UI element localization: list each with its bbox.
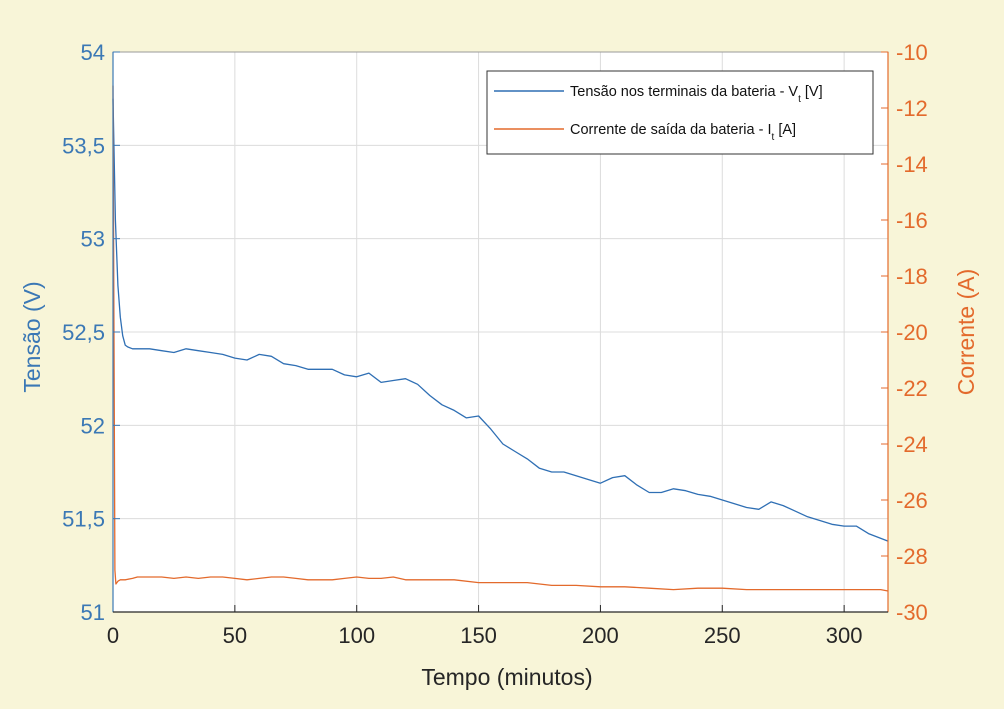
left-y-tick-label: 52,5 bbox=[62, 320, 105, 345]
left-y-tick-label: 54 bbox=[81, 40, 105, 65]
right-y-tick-label: -24 bbox=[896, 432, 928, 457]
left-y-tick-label: 52 bbox=[81, 413, 105, 438]
x-axis-label: Tempo (minutos) bbox=[421, 664, 592, 690]
axes: 0 50 100 150 200 250 300 51 51,5 52 52,5 53 53,5 54 -3… bbox=[62, 40, 928, 648]
legend-box bbox=[486, 70, 874, 155]
right-y-tick-label: -10 bbox=[896, 40, 928, 65]
right-y-tick-label: -30 bbox=[896, 600, 928, 625]
legend-entry-current: Corrente de saída da bateria - It [A] bbox=[570, 122, 796, 143]
right-y-tick-label: -28 bbox=[896, 544, 928, 569]
right-y-tick-label: -18 bbox=[896, 264, 928, 289]
x-tick-label: 200 bbox=[582, 623, 619, 648]
series-line-voltage bbox=[112, 98, 889, 542]
legend: Tensão nos terminais da bateria - Vt [V]… bbox=[486, 70, 874, 155]
right-y-tick-label: -26 bbox=[896, 488, 928, 513]
x-tick-label: 150 bbox=[460, 623, 497, 648]
right-y-tick-label: -14 bbox=[896, 152, 928, 177]
right-y-tick-label: -12 bbox=[896, 96, 928, 121]
legend-entry-voltage: Tensão nos terminais da bateria - Vt [V] bbox=[570, 84, 823, 105]
x-tick-label: 300 bbox=[826, 623, 863, 648]
left-y-tick-label: 51,5 bbox=[62, 507, 105, 532]
x-tick-label: 0 bbox=[107, 623, 119, 648]
left-y-tick-label: 51 bbox=[81, 600, 105, 625]
series-line-current bbox=[112, 85, 889, 592]
right-y-tick-label: -16 bbox=[896, 208, 928, 233]
right-y-axis-label: Corrente (A) bbox=[953, 269, 979, 396]
left-y-tick-label: 53,5 bbox=[62, 133, 105, 158]
right-y-tick-label: -20 bbox=[896, 320, 928, 345]
x-tick-label: 50 bbox=[223, 623, 247, 648]
series-layer bbox=[112, 85, 889, 592]
x-tick-label: 100 bbox=[338, 623, 375, 648]
right-y-tick-label: -22 bbox=[896, 376, 928, 401]
left-y-axis-label: Tensão (V) bbox=[19, 281, 45, 392]
left-y-tick-label: 53 bbox=[81, 227, 105, 252]
x-tick-label: 250 bbox=[704, 623, 741, 648]
